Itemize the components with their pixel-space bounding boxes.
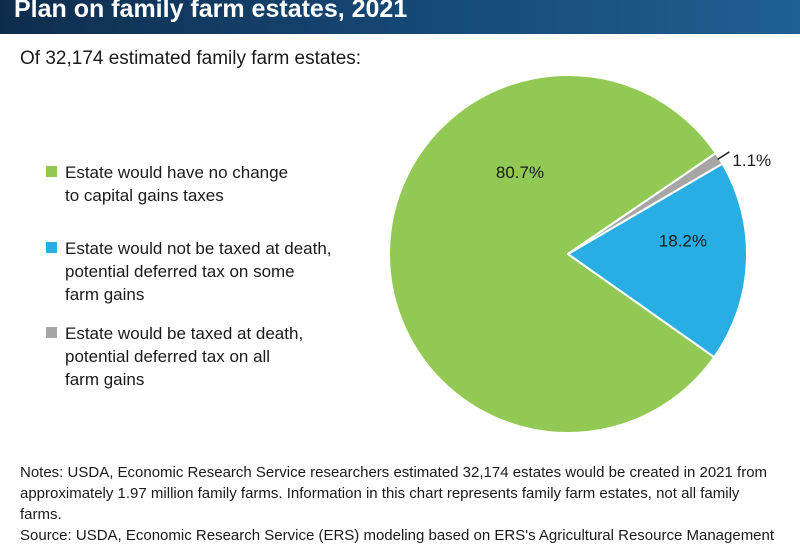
chart-subtitle: Of 32,174 estimated family farm estates: [20,48,362,69]
legend-text-line: Estate would not be taxed at death, [65,239,332,258]
data-label-no-change: 80.7% [496,163,544,182]
leader-line-taxed [717,151,730,161]
legend-item-no-change: Estate would have no change to capital g… [46,161,288,207]
chart-title: Plan on family farm estates, 2021 [14,0,408,23]
legend-item-taxed: Estate would be taxed at death, potentia… [46,322,303,391]
legend-swatch-blue [46,242,57,253]
pie-slice-not-taxed [567,162,748,359]
legend-item-not-taxed: Estate would not be taxed at death, pote… [46,237,332,306]
legend-text-line: potential deferred tax on all [65,347,271,366]
legend-swatch-gray [46,327,57,338]
data-label-not-taxed: 18.2% [659,232,707,251]
legend-text-line: to capital gains taxes [65,186,224,205]
legend-text-line: Estate would be taxed at death, [65,324,304,343]
chart-notes: Notes: USDA, Economic Research Service r… [20,464,768,523]
legend-text-line: Estate would have no change [65,163,289,182]
legend-text-line: farm gains [65,370,145,389]
title-bar: Plan on family farm estates, 2021 [0,0,800,34]
data-label-taxed: 1.1% [732,151,771,170]
pie-slice-no-change [388,74,717,434]
legend-swatch-green [46,166,57,177]
chart-source: Source: USDA, Economic Research Service … [20,527,775,544]
pie-chart: 80.7% 18.2% 1.1% [388,74,771,434]
legend-text-line: potential deferred tax on some [65,262,295,281]
legend-text-line: farm gains [65,285,145,304]
